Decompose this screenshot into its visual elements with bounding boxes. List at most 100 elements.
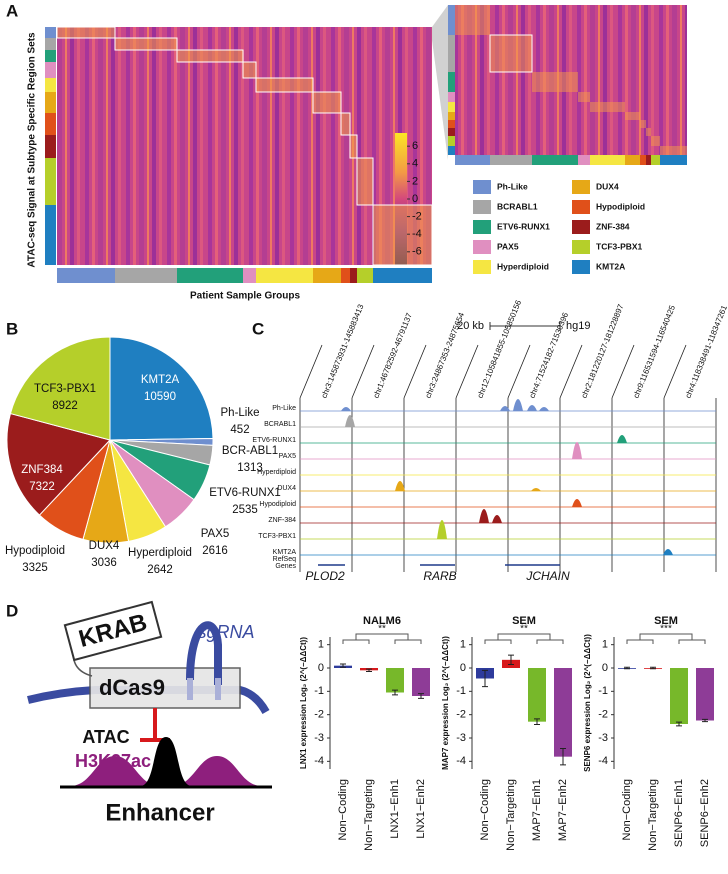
track-peak [492,515,502,523]
column-annotation [357,268,373,283]
y-tick-label: -1 [598,685,608,697]
zoom-column-annotation [640,155,646,165]
region-leader [403,344,427,399]
region-label: chr4:118338491-118347261 [683,304,728,400]
row-annotation [45,113,56,135]
region-leader [663,344,687,399]
y-tick-label: 1 [602,639,608,651]
slice-value: 10590 [144,391,176,403]
legend-label: ETV6-RUNX1 [497,221,550,231]
error-bar [560,748,566,766]
block-outline [114,37,178,51]
significance: ** [520,624,528,635]
zoom-block [651,136,660,146]
slice-label: TCF3-PBX1 [34,383,96,395]
block-outline [356,157,374,206]
sgrna-label: sgRNA [197,622,254,642]
block-highlight [350,135,357,158]
sgrna-loop [186,621,222,685]
y-tick-label: -2 [456,709,466,721]
slice-value: 452 [230,424,249,436]
block-outline [312,91,342,114]
gene-label: PLOD2 [305,569,345,583]
slice-label: DUX4 [89,540,120,552]
genome-label: hg19 [566,320,590,332]
scale-bar [489,322,561,330]
slice-value: 3036 [91,557,117,569]
block-outline [176,49,244,63]
zoom-column-annotation [646,155,651,165]
column-annotation [115,268,177,283]
block-highlight [341,113,350,135]
peak [140,737,192,786]
y-tick-label: 1 [460,639,466,651]
enhancer-label: Enhancer [105,799,214,826]
slice-label: Hyperdiploid [128,547,192,559]
colorbar-tick-label: -2 [412,211,422,223]
block-outline [242,61,257,79]
legend-swatch [473,180,491,194]
x-tick-label: LNX1−Enh1 [389,779,401,839]
region-leader [299,344,323,399]
krab-box [63,600,163,662]
region-leader [611,344,635,399]
colorbar-tick-label: 4 [412,158,418,170]
track-peak [513,399,523,411]
legend-swatch [572,200,590,214]
bar [670,668,688,724]
region-label: chr4:71524182-71530396 [527,311,570,400]
row-annotation [45,50,56,62]
track-peak [341,407,351,411]
y-tick-label: 0 [460,662,466,674]
legend-label: KMT2A [596,261,625,271]
track-peak [572,442,582,459]
y-axis-label: SENP6 expression Log₂ (2^(−ΔΔCt)) [583,634,592,772]
slice-value: 2616 [202,545,228,557]
pie-slice [109,336,214,441]
significance-bracket [626,633,706,644]
block-outline [56,26,116,39]
zoom-block [455,5,490,35]
track-label: ETV6-RUNX1 [252,437,296,444]
region-label: chr9:116531594-116540425 [631,304,677,400]
block-highlight [357,158,373,205]
significance: *** [660,624,672,635]
track-label: PAX5 [279,453,296,460]
x-tick-label: MAP7−Enh1 [531,779,543,841]
legend-label: Hypodiploid [596,201,645,211]
slice-label: Hypodiploid [5,545,65,557]
track-peak [617,435,627,443]
region-leader [351,344,375,399]
x-tick-label: SENP6−Enh1 [673,779,685,847]
x-tick-label: Non−Coding [479,779,491,840]
slice-label: KMT2A [141,374,180,386]
row-annotation [45,158,56,205]
zoom-row-annotation [448,35,455,72]
y-tick-label: 0 [318,662,324,674]
zoom-row-annotation [448,92,455,102]
track-label: Ph-Like [272,405,296,412]
x-tick-label: Non−Coding [621,779,633,840]
track-peak [531,488,541,491]
error-bar [702,718,708,723]
scale-label: 20 kb [457,320,484,332]
bar [412,668,430,696]
colorbar-tick-label: -6 [412,246,422,258]
error-bar [418,693,424,699]
slice-value: 1313 [237,462,263,474]
track-peak [479,509,489,523]
region-label: chr1:46782592-46791137 [371,311,414,399]
zoom-block [532,72,578,92]
region-leader [455,344,479,399]
panel-label: B [6,319,18,338]
x-tick-label: Non−Targeting [505,779,517,851]
column-annotation [243,268,256,283]
row-annotation [45,62,56,78]
block-highlight [57,27,115,38]
legend-swatch [572,180,590,194]
zoom-column-annotation [660,155,687,165]
x-tick-label: Non−Targeting [363,779,375,851]
zoom-row-annotation [448,5,455,35]
